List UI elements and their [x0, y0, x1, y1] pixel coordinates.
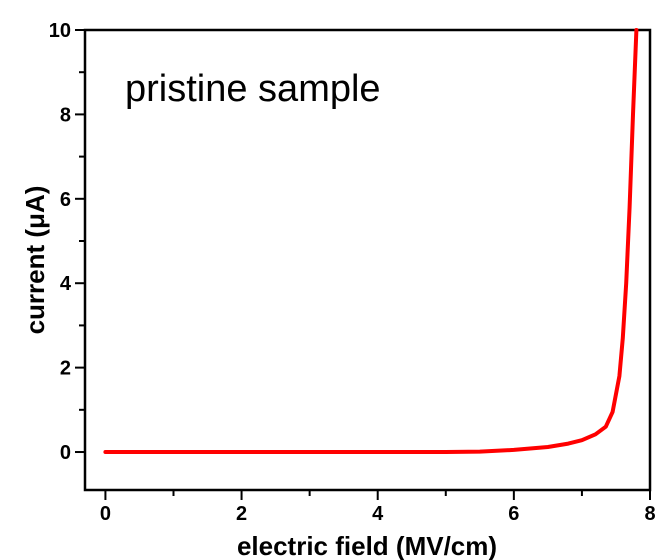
tick-labels: 0 2 4 6 8 0 2 4 6 8 10 [49, 20, 656, 525]
y-tick-label: 4 [60, 273, 72, 295]
x-tick-label: 6 [508, 503, 519, 525]
series-line [103, 28, 639, 454]
y-axis-title: current (μA) [20, 186, 50, 335]
x-tick-label: 0 [100, 503, 111, 525]
y-tick-label: 2 [60, 358, 71, 380]
series-layer [103, 28, 639, 454]
axis-ticks [75, 29, 651, 500]
y-tick-label: 8 [60, 104, 71, 126]
y-tick-label: 6 [60, 189, 71, 211]
annotation-text: pristine sample [125, 68, 381, 110]
x-tick-label: 2 [236, 503, 247, 525]
x-tick-label: 8 [644, 503, 655, 525]
x-tick-label: 4 [372, 503, 384, 525]
plot-area [83, 28, 652, 492]
x-axis-title: electric field (MV/cm) [237, 531, 497, 560]
y-tick-label: 0 [60, 442, 71, 464]
y-tick-label: 10 [49, 20, 71, 42]
